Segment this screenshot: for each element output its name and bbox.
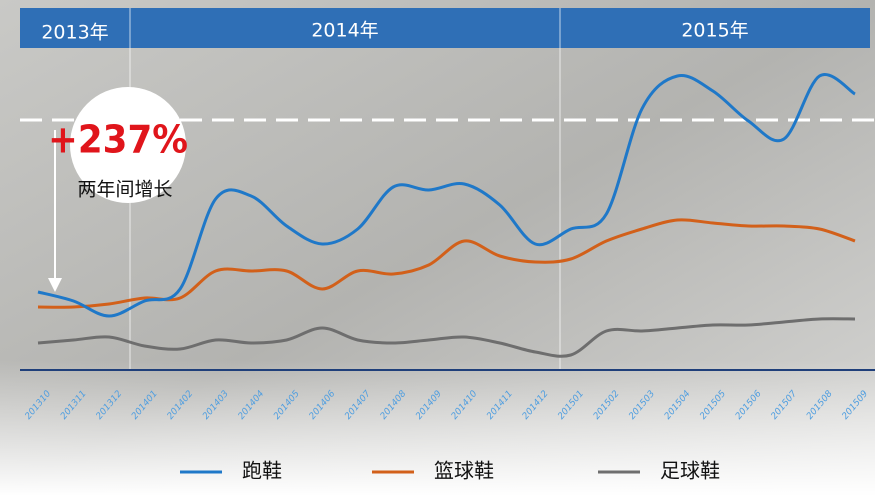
series-line xyxy=(37,218,856,309)
legend-label: 足球鞋 xyxy=(660,459,720,483)
year-label: 2013年 xyxy=(41,22,108,44)
series-line xyxy=(37,73,856,318)
year-header xyxy=(20,8,870,48)
annotation-arrow-head xyxy=(48,278,62,292)
year-label: 2014年 xyxy=(311,20,378,42)
annotation-text: 两年间增长 xyxy=(77,179,172,201)
background-fade xyxy=(0,360,875,496)
year-label: 2015年 xyxy=(681,20,748,42)
annotation-value: +237% xyxy=(48,118,188,162)
series-line xyxy=(37,317,856,358)
legend-label: 篮球鞋 xyxy=(434,459,494,483)
legend-label: 跑鞋 xyxy=(242,459,282,483)
annotation-circle xyxy=(70,87,186,203)
